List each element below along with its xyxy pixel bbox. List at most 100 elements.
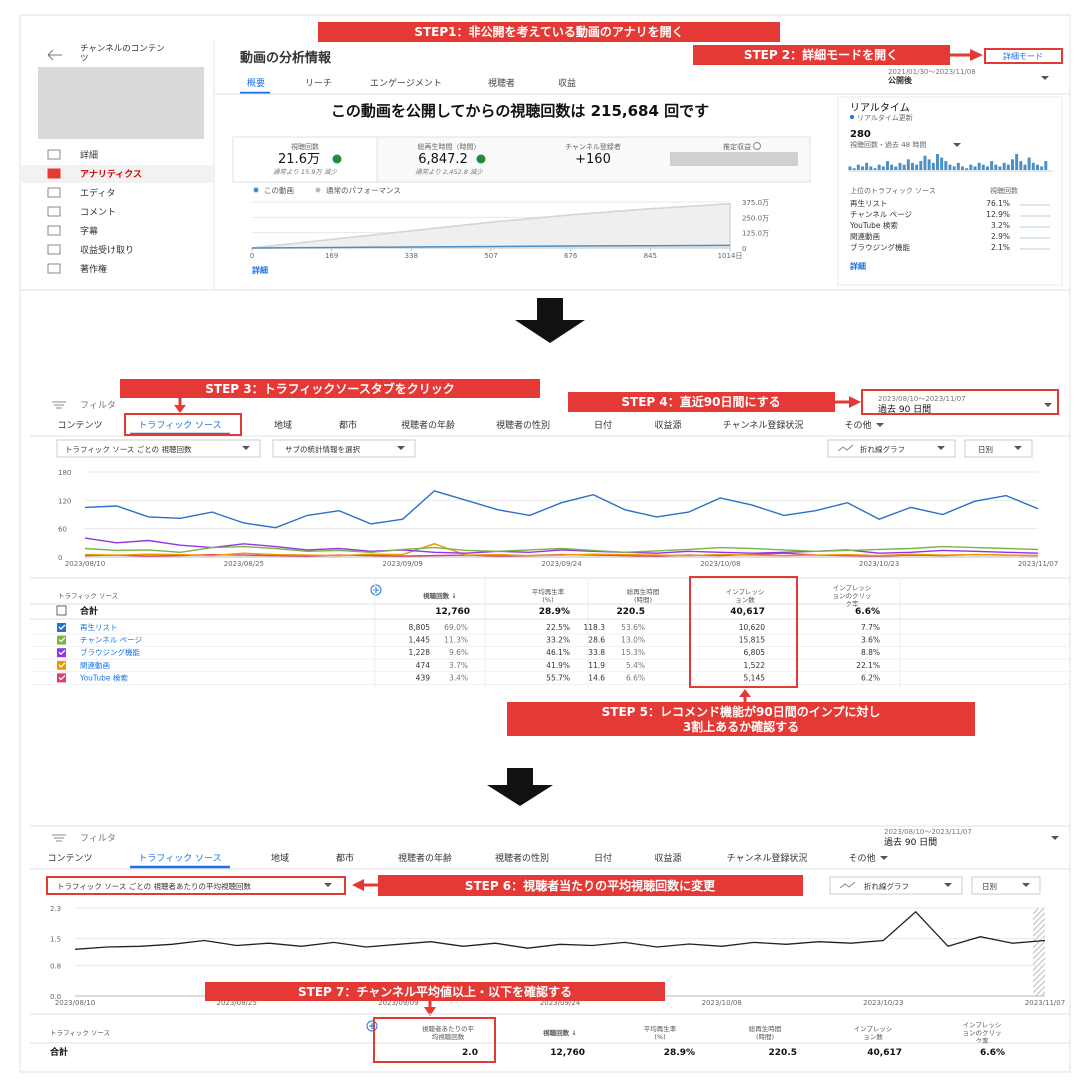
table-cell: 439 xyxy=(416,673,431,682)
menu-item[interactable]: アナリティクス xyxy=(80,169,142,180)
bar xyxy=(1031,162,1035,170)
step-label: 3割上あるか確認する xyxy=(683,719,799,734)
tab[interactable]: 概要 xyxy=(247,77,265,89)
total-cell: 28.9% xyxy=(539,607,570,617)
more-link[interactable]: 詳細 xyxy=(252,265,268,275)
tab[interactable]: 視聴者の年齢 xyxy=(401,419,455,431)
column-header: インプレッシ xyxy=(854,1025,893,1033)
table-cell: 41.9% xyxy=(546,661,570,670)
source-name[interactable]: 再生リスト xyxy=(80,622,118,632)
table-cell: 5.4% xyxy=(626,661,645,670)
tab[interactable]: 地域 xyxy=(274,419,292,431)
tab[interactable]: その他 xyxy=(844,419,871,431)
tab[interactable]: その他 xyxy=(848,852,875,864)
table-cell: 15,815 xyxy=(739,636,765,645)
filter[interactable]: フィルタ xyxy=(80,833,116,844)
bar xyxy=(923,155,927,170)
tab[interactable]: 収益源 xyxy=(654,419,681,431)
x-tick-label: 2023/09/24 xyxy=(540,999,581,1007)
table-cell: 46.1% xyxy=(546,648,570,657)
dropdown-caret xyxy=(1022,883,1030,887)
menu-item[interactable]: 著作権 xyxy=(80,263,107,275)
step-box xyxy=(318,22,780,42)
table-cell: 7.7% xyxy=(861,623,880,632)
bar xyxy=(990,161,994,170)
bar xyxy=(1040,166,1044,170)
tab[interactable]: 収益 xyxy=(558,77,576,89)
column-header: ョンのクリッ xyxy=(833,592,872,600)
bar xyxy=(1015,154,1019,170)
source-name[interactable]: 関連動画 xyxy=(80,660,110,670)
dropdown xyxy=(964,439,1033,458)
tab[interactable]: 地域 xyxy=(271,852,289,864)
metric-value: 21.6万 xyxy=(278,152,320,167)
menu-item[interactable]: 詳細 xyxy=(80,149,98,161)
tab[interactable]: 都市 xyxy=(336,852,354,864)
tab[interactable]: トラフィック ソース xyxy=(138,420,221,431)
dropdown-label[interactable]: 折れ線グラフ xyxy=(860,444,905,454)
source-name[interactable]: ブラウジング機能 xyxy=(80,647,140,657)
tab[interactable]: 日付 xyxy=(594,853,612,864)
x-tick-label: 0 xyxy=(250,252,254,260)
tab[interactable]: コンテンツ xyxy=(57,420,102,431)
dropdown-label[interactable]: サブの統計情報を選択 xyxy=(285,444,360,454)
dropdown-label[interactable]: 折れ線グラフ xyxy=(864,881,909,891)
tab[interactable]: 視聴者の年齢 xyxy=(398,852,452,864)
bar xyxy=(940,157,944,170)
menu-item[interactable]: コメント xyxy=(80,208,116,218)
bar xyxy=(915,164,919,170)
bar xyxy=(931,162,935,170)
tab[interactable]: 都市 xyxy=(339,419,357,431)
step-label: STEP1：非公開を考えている動画のアナリを開く xyxy=(414,24,683,39)
filter[interactable]: フィルタ xyxy=(80,400,116,411)
tab[interactable]: リーチ xyxy=(305,78,332,89)
tab[interactable]: 視聴者の性別 xyxy=(495,852,549,864)
tab[interactable]: トラフィック ソース xyxy=(138,853,221,864)
dropdown-label[interactable]: 日別 xyxy=(978,445,993,454)
detail-mode-link[interactable]: 詳細モード xyxy=(1003,51,1043,61)
tab[interactable]: エンゲージメント xyxy=(370,77,442,89)
checkbox xyxy=(57,660,66,670)
table-cell: 55.7% xyxy=(546,673,570,682)
tab[interactable]: チャンネル登録状況 xyxy=(727,852,808,864)
x-tick-label: 2023/10/08 xyxy=(701,999,741,1007)
bar xyxy=(944,161,948,170)
dropdown-label[interactable]: トラフィック ソース ごとの 視聴回数 xyxy=(65,444,192,454)
label: 視聴回数 xyxy=(291,142,319,151)
tab[interactable]: 視聴者 xyxy=(488,77,515,89)
table-cell: 5,145 xyxy=(744,673,766,682)
dropdown-label[interactable]: トラフィック ソース ごとの 視聴者あたりの平均視聴回数 xyxy=(57,881,252,891)
tab[interactable]: 収益源 xyxy=(654,852,681,864)
tab[interactable]: チャンネル登録状況 xyxy=(723,419,804,431)
step-label: STEP 6：視聴者当たりの平均視聴回数に変更 xyxy=(465,878,716,893)
menu-item[interactable]: 字幕 xyxy=(80,225,98,237)
table-cell: 6.2% xyxy=(861,673,880,682)
source-name[interactable]: YouTube 検索 xyxy=(79,672,128,682)
more-link[interactable]: 詳細 xyxy=(850,261,866,271)
table-cell: 1,522 xyxy=(744,661,766,670)
x-tick-label: 2023/10/23 xyxy=(859,560,899,568)
y-tick-label: 375.0万 xyxy=(742,199,769,207)
page-frame xyxy=(19,14,1071,1073)
dropdown-caret xyxy=(242,446,250,450)
total-cell: 220.5 xyxy=(769,1048,797,1058)
series-line xyxy=(84,545,1039,554)
tab[interactable]: コンテンツ xyxy=(47,853,92,864)
menu-item[interactable]: 収益受け取り xyxy=(80,244,134,256)
y-tick-label: 2.3 xyxy=(50,905,61,913)
tab[interactable]: 日付 xyxy=(594,420,612,431)
column-header: インプレッシ xyxy=(833,584,872,592)
highlight-box xyxy=(861,389,1059,415)
dropdown-label[interactable]: 日別 xyxy=(982,882,997,891)
column-header: 均視聴回数 xyxy=(432,1032,465,1041)
check xyxy=(58,674,66,681)
source-name[interactable]: チャンネル ページ xyxy=(80,636,143,645)
dropdown-caret xyxy=(880,856,888,860)
thumbnail xyxy=(38,67,204,139)
menu-item[interactable]: エディタ xyxy=(80,187,115,199)
label: 推定収益 xyxy=(723,142,751,151)
label: 2021/01/30～2023/11/08 xyxy=(888,68,976,76)
tab[interactable]: 視聴者の性別 xyxy=(496,419,550,431)
flow-arrow-head xyxy=(487,785,553,806)
label: 3.2% xyxy=(991,221,1010,230)
